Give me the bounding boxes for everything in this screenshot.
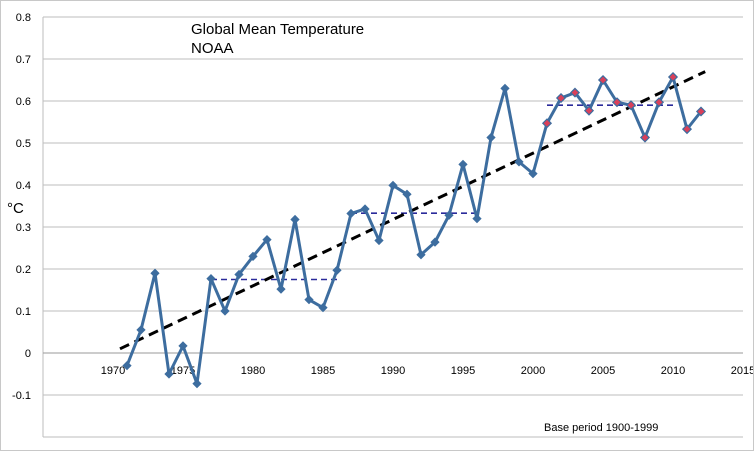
data-point bbox=[122, 360, 132, 371]
data-point bbox=[192, 379, 202, 389]
data-point bbox=[458, 159, 468, 170]
data-point bbox=[472, 213, 482, 224]
y-tick-label: 0.4 bbox=[16, 180, 31, 192]
y-tick-label: 0.6 bbox=[16, 96, 31, 108]
data-point bbox=[625, 100, 637, 111]
y-tick-label: 0.8 bbox=[16, 12, 31, 24]
data-point bbox=[667, 72, 679, 83]
temperature-series-line bbox=[125, 75, 703, 386]
data-point bbox=[360, 204, 370, 214]
chart-title: Global Mean Temperature bbox=[191, 21, 364, 38]
data-point bbox=[290, 214, 300, 225]
y-tick-label: 0.7 bbox=[16, 54, 31, 66]
trend-line bbox=[119, 70, 706, 351]
y-axis-label: °C bbox=[7, 200, 24, 217]
x-tick-label: 1995 bbox=[451, 365, 475, 377]
data-point bbox=[346, 208, 356, 219]
base-period-note: Base period 1900-1999 bbox=[544, 422, 658, 434]
data-point bbox=[150, 268, 160, 278]
data-point bbox=[430, 237, 440, 247]
y-tick-label: 0.5 bbox=[16, 138, 31, 150]
data-point bbox=[653, 97, 665, 108]
data-point bbox=[164, 369, 174, 379]
data-point bbox=[332, 265, 342, 275]
period-average-lines bbox=[211, 104, 673, 281]
data-point bbox=[500, 83, 510, 94]
y-tick-label: 0.1 bbox=[16, 306, 31, 318]
data-point bbox=[695, 106, 707, 117]
x-tick-label: 1970 bbox=[101, 365, 125, 377]
y-tick-label: 0.3 bbox=[16, 222, 31, 234]
data-point bbox=[486, 132, 496, 143]
x-tick-label: 2010 bbox=[661, 365, 685, 377]
data-point bbox=[234, 269, 244, 280]
data-point bbox=[514, 157, 524, 167]
data-point bbox=[639, 132, 651, 143]
data-point bbox=[583, 105, 595, 116]
data-point bbox=[178, 341, 188, 351]
data-point bbox=[248, 251, 258, 262]
x-tick-label: 1980 bbox=[241, 365, 265, 377]
data-point bbox=[444, 210, 454, 220]
data-point bbox=[597, 74, 609, 86]
x-tick-label: 1985 bbox=[311, 365, 335, 377]
x-tick-label: 2005 bbox=[591, 365, 615, 377]
data-point bbox=[220, 306, 230, 316]
data-point bbox=[541, 118, 553, 129]
data-point-markers bbox=[122, 72, 707, 389]
data-point bbox=[136, 325, 146, 335]
data-point bbox=[611, 97, 623, 108]
x-tick-label: 1975 bbox=[171, 365, 195, 377]
data-point bbox=[416, 250, 426, 260]
data-point bbox=[528, 169, 538, 179]
data-point bbox=[402, 189, 412, 199]
x-tick-labels: 1970 1975 1980 1985 1990 1995 2000 2005 2010 2015 bbox=[101, 365, 754, 377]
y-tick-label: -0.1 bbox=[12, 390, 31, 402]
x-tick-label: 2015 bbox=[731, 365, 753, 377]
y-tick-label: 0.2 bbox=[16, 264, 31, 276]
x-tick-label: 1990 bbox=[381, 365, 405, 377]
data-point bbox=[374, 235, 384, 246]
data-point bbox=[555, 93, 567, 104]
data-point bbox=[569, 87, 581, 98]
data-point bbox=[304, 295, 314, 305]
y-tick-label: 0 bbox=[25, 348, 31, 360]
x-tick-label: 2000 bbox=[521, 365, 545, 377]
chart-subtitle: NOAA bbox=[191, 40, 234, 57]
data-point bbox=[681, 124, 693, 135]
data-point bbox=[388, 180, 398, 191]
data-point bbox=[262, 234, 272, 245]
y-tick-labels: -0.1 0 0.1 0.2 0.3 0.4 0.5 0.6 0.7 0.8 bbox=[12, 12, 31, 402]
data-point bbox=[206, 274, 216, 284]
data-point bbox=[276, 284, 286, 294]
data-point bbox=[318, 303, 328, 313]
